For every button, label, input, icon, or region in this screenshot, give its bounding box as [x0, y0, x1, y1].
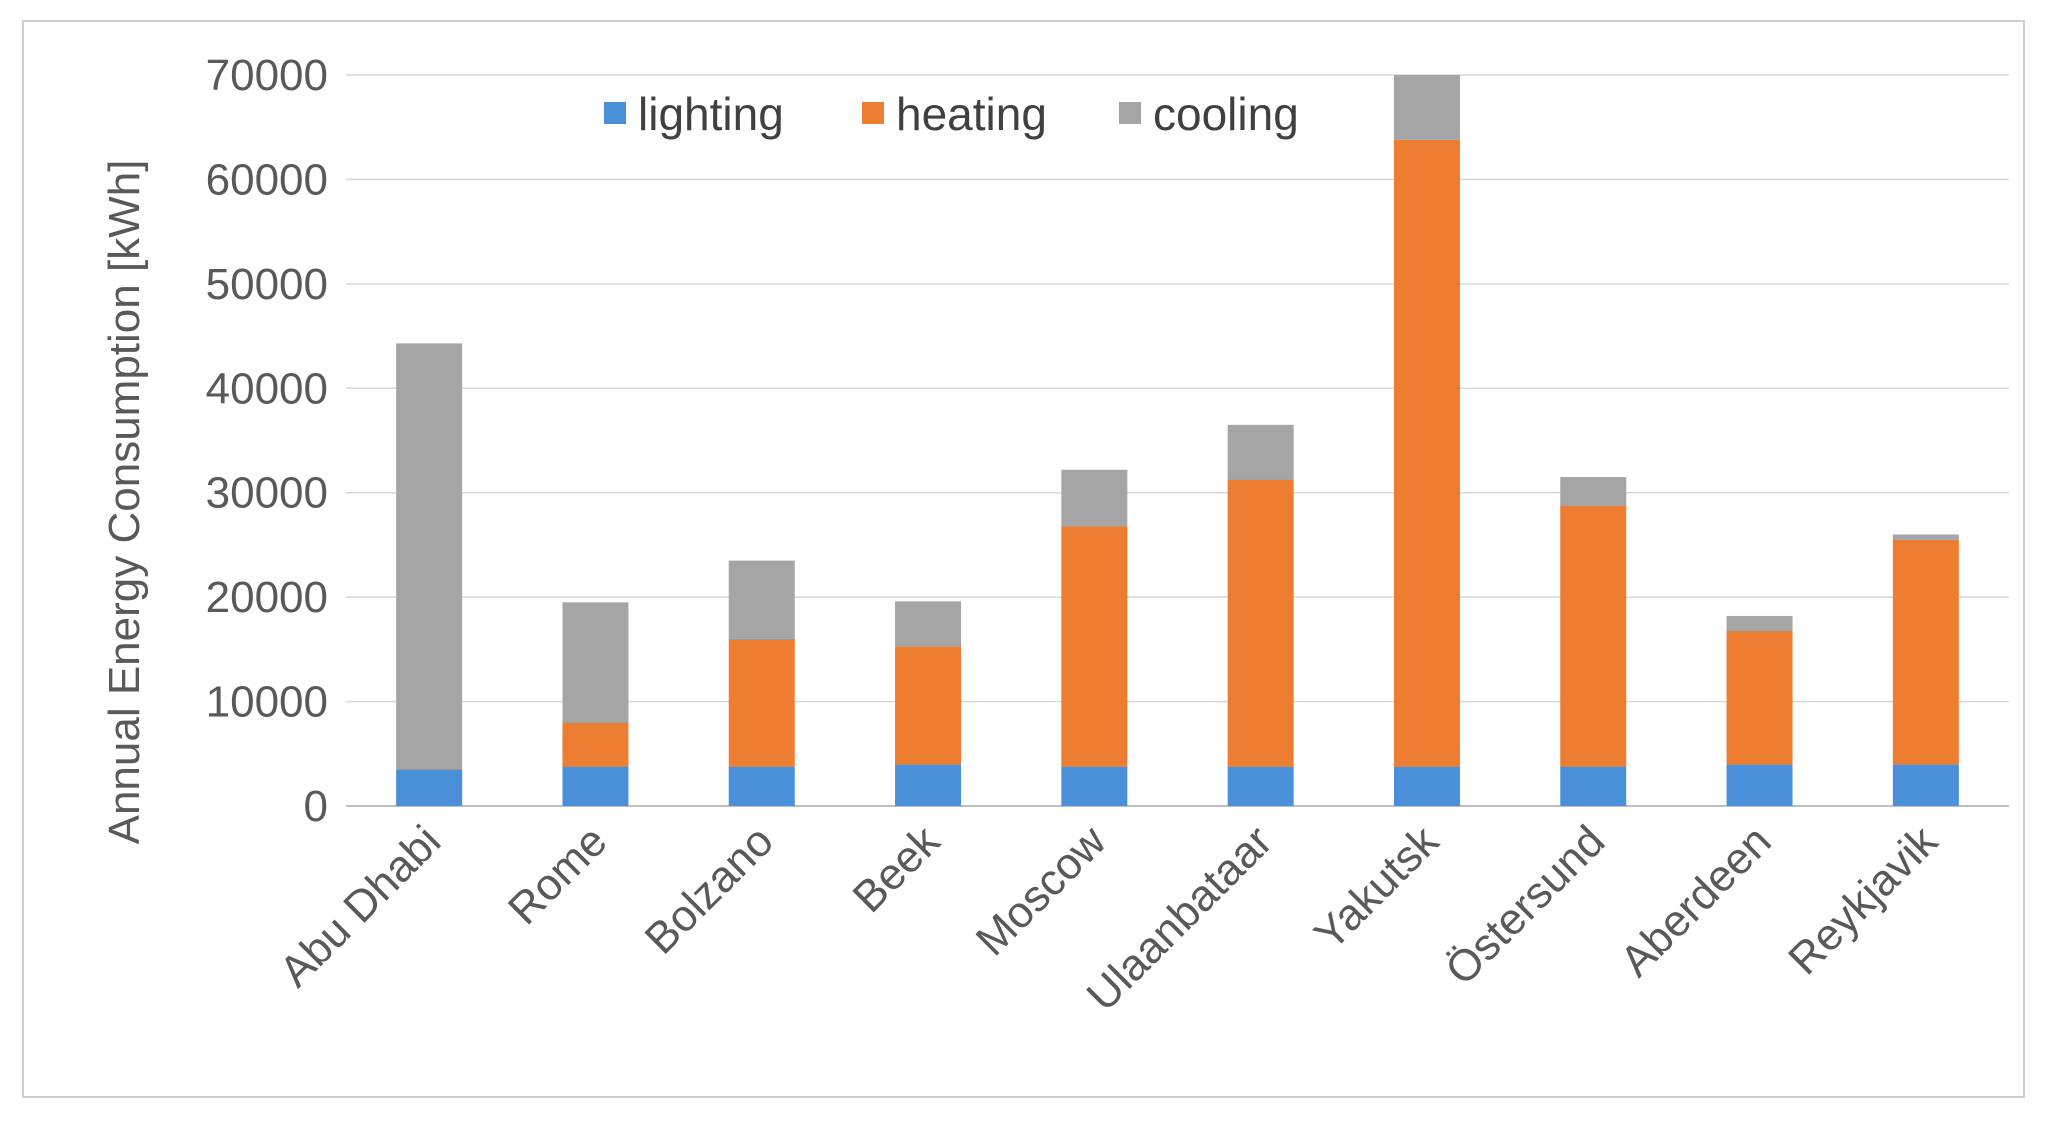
bar-lighting: [1560, 766, 1627, 806]
bars: [396, 75, 1959, 806]
y-tick-label: 0: [304, 782, 328, 831]
x-tick-label: Abu Dhabi: [270, 816, 450, 996]
y-tick-label: 40000: [206, 364, 328, 413]
bar-lighting: [1061, 766, 1128, 806]
y-tick-label: 50000: [206, 260, 328, 309]
x-tick-label: Reykjavik: [1779, 816, 1947, 984]
legend-label-lighting: lighting: [638, 88, 784, 140]
bar-lighting: [562, 766, 629, 806]
bar-lighting: [1227, 766, 1294, 806]
x-tick-label: Yakutsk: [1305, 816, 1449, 960]
legend-swatch-lighting: [604, 102, 626, 124]
x-tick-label: Rome: [499, 816, 617, 934]
bar-cooling: [396, 343, 463, 770]
bar-lighting: [895, 764, 962, 806]
legend-label-cooling: cooling: [1153, 88, 1299, 140]
bar-heating: [1393, 139, 1460, 767]
x-tick-label: Bolzano: [636, 816, 783, 963]
bar-cooling: [1726, 615, 1793, 631]
x-tick-label: Aberdeen: [1611, 816, 1781, 986]
bar-lighting: [1892, 764, 1959, 806]
bar-heating: [1892, 539, 1959, 765]
bar-cooling: [1227, 424, 1294, 480]
bar-cooling: [562, 602, 629, 723]
chart-frame: Annual Energy Consumption [kWh] 0 10000 20…: [22, 20, 2025, 1098]
bar-cooling: [895, 601, 962, 647]
bar-cooling: [1393, 75, 1460, 140]
bar-cooling: [1560, 477, 1627, 506]
bar-heating: [895, 646, 962, 765]
stacked-bar-chart: Annual Energy Consumption [kWh] 0 10000 20…: [100, 51, 2009, 1021]
y-tick-label: 10000: [206, 678, 328, 727]
legend: lighting heating cooling: [604, 88, 1299, 140]
legend-label-heating: heating: [896, 88, 1047, 140]
x-tick-label: Moscow: [967, 816, 1116, 965]
y-axis-title: Annual Energy Consumption [kWh]: [100, 160, 149, 845]
bar-heating: [1560, 505, 1627, 767]
bar-lighting: [728, 766, 795, 806]
axes: Annual Energy Consumption [kWh] 0 10000 20…: [100, 51, 1948, 1021]
bar-heating: [1061, 526, 1128, 767]
bar-heating: [1227, 479, 1294, 767]
y-tick-label: 60000: [206, 155, 328, 204]
bar-lighting: [396, 769, 463, 806]
bar-heating: [562, 722, 629, 767]
bar-lighting: [1393, 766, 1460, 806]
legend-swatch-heating: [862, 102, 884, 124]
bar-lighting: [1726, 764, 1793, 806]
bar-heating: [728, 638, 795, 767]
x-tick-label: Östersund: [1436, 816, 1614, 994]
bar-heating: [1726, 630, 1793, 765]
bar-cooling: [1892, 534, 1959, 540]
y-tick-label: 70000: [206, 51, 328, 100]
bar-cooling: [728, 560, 795, 639]
bar-cooling: [1061, 469, 1128, 527]
legend-swatch-cooling: [1119, 102, 1141, 124]
x-tick-label: Beek: [844, 816, 950, 922]
y-tick-label: 30000: [206, 469, 328, 518]
y-tick-label: 20000: [206, 573, 328, 622]
